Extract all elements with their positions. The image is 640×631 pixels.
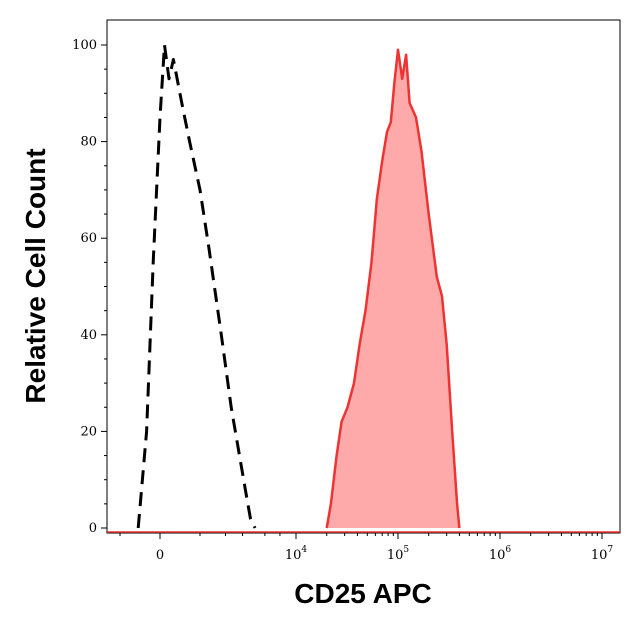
- plot-frame: [106, 19, 621, 534]
- y-tick-label: 80: [80, 135, 97, 150]
- plot-marks: [107, 43, 620, 533]
- y-tick-label: 60: [80, 231, 97, 246]
- x-axis-title: CD25 APC: [294, 578, 431, 609]
- y-tick-label: 0: [89, 521, 97, 536]
- x-tick-label: 0: [156, 548, 164, 563]
- series-0-line: [136, 43, 257, 529]
- y-tick-label: 40: [80, 328, 97, 343]
- x-tick-label: 105: [387, 545, 410, 563]
- x-tick-label: 106: [489, 545, 512, 563]
- series-1-area: [326, 49, 460, 529]
- x-tick-label: 104: [285, 545, 308, 563]
- y-tick-label: 20: [80, 424, 97, 439]
- series-1-line: [325, 48, 461, 529]
- y-tick-label: 100: [72, 38, 97, 53]
- x-tick-label: 107: [591, 545, 614, 563]
- y-axis-title: Relative Cell Count: [20, 148, 51, 403]
